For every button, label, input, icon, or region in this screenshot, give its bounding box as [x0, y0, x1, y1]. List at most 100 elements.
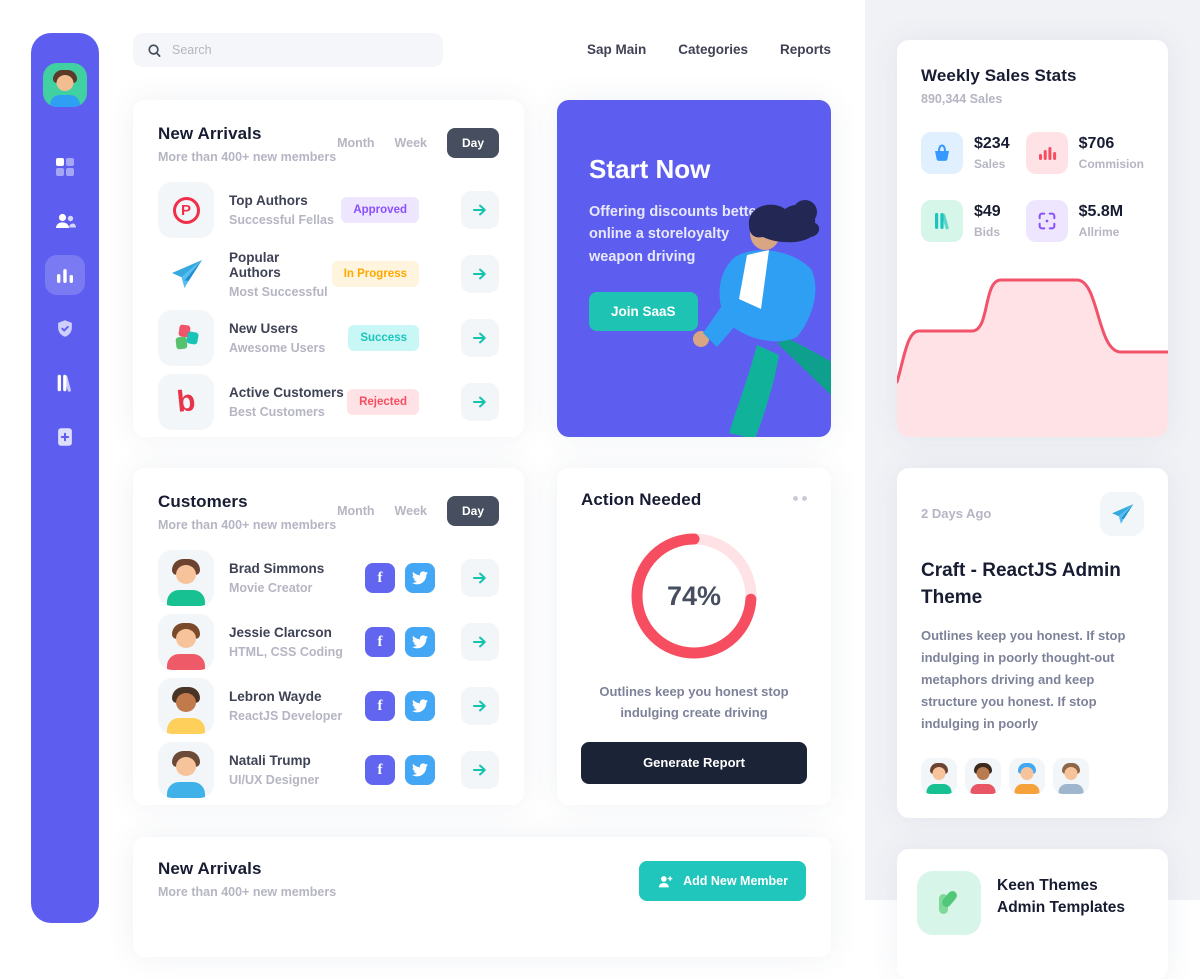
more-menu-icon[interactable]	[793, 496, 807, 501]
keen-themes-card: Keen Themes Admin Templates	[897, 849, 1168, 979]
card-subtitle: More than 400+ new members	[158, 150, 337, 164]
item-title[interactable]: Active Customers	[229, 385, 344, 400]
twitter-button[interactable]	[405, 563, 435, 593]
twitter-button[interactable]	[405, 691, 435, 721]
weekly-sales-stats-card: Weekly Sales Stats 890,344 Sales $234 Sa…	[897, 40, 1168, 437]
bar-chart-icon	[57, 269, 73, 283]
timestamp: 2 Days Ago	[921, 506, 992, 521]
action-body-text: Outlines keep you honest stop indulging …	[599, 684, 789, 720]
item-title[interactable]: Popular Authors	[229, 249, 281, 280]
nav-link-categories[interactable]: Categories	[678, 42, 748, 57]
nav-link-sap-main[interactable]: Sap Main	[586, 42, 647, 57]
item-subtitle: Awesome Users	[229, 341, 326, 355]
shield-check-icon	[58, 320, 72, 337]
sidebar-item-users[interactable]	[45, 201, 85, 241]
avatar[interactable]	[965, 758, 1001, 794]
stat-value: $49	[974, 203, 1001, 220]
stat-bids: $49 Bids	[921, 200, 1016, 242]
avatar[interactable]	[1053, 758, 1089, 794]
search-bar[interactable]	[133, 33, 443, 67]
stat-value: $234	[974, 135, 1010, 152]
tab-week[interactable]: Week	[394, 504, 427, 518]
status-badge: Approved	[341, 197, 419, 223]
search-input[interactable]	[172, 43, 429, 57]
sidebar-item-library[interactable]	[45, 363, 85, 403]
progress-percent: 74%	[666, 580, 722, 611]
avatar-face	[56, 75, 74, 91]
add-member-label: Add New Member	[683, 874, 788, 888]
open-customer-button[interactable]	[461, 751, 499, 789]
promo-title: Start Now	[589, 154, 711, 184]
customer-name[interactable]: Jessie Clarcson	[229, 625, 332, 640]
open-customer-button[interactable]	[461, 559, 499, 597]
stat-commision: $706 Commision	[1025, 132, 1144, 174]
craft-title[interactable]: Craft - ReactJS Admin Theme	[921, 560, 1121, 608]
twitter-button[interactable]	[405, 627, 435, 657]
status-badge: Rejected	[347, 389, 419, 415]
keen-title[interactable]: Keen Themes Admin Templates	[997, 877, 1126, 917]
open-item-button[interactable]	[461, 191, 499, 229]
period-tabs: Month Week Day	[337, 496, 499, 526]
tab-day-active[interactable]: Day	[446, 128, 499, 158]
customer-avatar	[158, 742, 214, 798]
arrow-right-icon	[473, 636, 486, 648]
list-item: b Active Customers Best Customers Reject…	[158, 374, 499, 430]
customer-name[interactable]: Natali Trump	[229, 753, 311, 768]
open-item-button[interactable]	[461, 383, 499, 421]
twitter-button[interactable]	[405, 755, 435, 785]
tab-month[interactable]: Month	[337, 504, 375, 518]
customer-name[interactable]: Brad Simmons	[229, 561, 325, 576]
open-customer-button[interactable]	[461, 687, 499, 725]
sidebar-item-analytics[interactable]	[45, 255, 85, 295]
bar-chart-icon	[1025, 132, 1068, 174]
b-logo-icon: b	[158, 374, 214, 430]
customer-row: Jessie Clarcson HTML, CSS Coding f	[158, 614, 499, 670]
avatar[interactable]	[1009, 758, 1045, 794]
add-new-member-button[interactable]: Add New Member	[639, 861, 806, 901]
avatar[interactable]	[921, 758, 957, 794]
card-title: Weekly Sales Stats	[921, 66, 1077, 85]
status-badge: Success	[348, 325, 419, 351]
nav-link-reports[interactable]: Reports	[779, 42, 831, 57]
open-item-button[interactable]	[461, 255, 499, 293]
facebook-button[interactable]: f	[365, 563, 395, 593]
customers-card: Customers More than 400+ new members Mon…	[133, 468, 524, 805]
card-subtitle: More than 400+ new members	[158, 518, 337, 532]
twitter-icon	[412, 571, 428, 585]
customer-name[interactable]: Lebron Wayde	[229, 689, 322, 704]
sidebar-item-security[interactable]	[45, 309, 85, 349]
item-subtitle: Successful Fellas	[229, 213, 334, 227]
craft-body: Outlines keep you honest. If stop indulg…	[921, 628, 1126, 731]
sidebar-item-dashboard[interactable]	[45, 147, 85, 187]
arrow-right-icon	[473, 764, 486, 776]
customers-list: Brad Simmons Movie Creator f Jessie Clar…	[158, 550, 499, 798]
facebook-button[interactable]: f	[365, 691, 395, 721]
open-customer-button[interactable]	[461, 623, 499, 661]
sidebar	[31, 33, 99, 923]
tab-week[interactable]: Week	[394, 136, 427, 150]
library-icon	[57, 374, 71, 392]
twitter-icon	[412, 635, 428, 649]
item-subtitle: Best Customers	[229, 405, 325, 419]
open-item-button[interactable]	[461, 319, 499, 357]
facebook-button[interactable]: f	[365, 627, 395, 657]
list-item: Popular Authors Most Successful In Progr…	[158, 246, 499, 302]
library-bars-icon	[921, 200, 963, 242]
user-avatar[interactable]	[43, 63, 87, 107]
card-title: New Arrivals	[158, 859, 262, 878]
customer-row: Natali Trump UI/UX Designer f	[158, 742, 499, 798]
users-icon	[56, 213, 76, 228]
tab-month[interactable]: Month	[337, 136, 375, 150]
item-title[interactable]: Top Authors	[229, 193, 308, 208]
join-saas-button[interactable]: Join SaaS	[589, 292, 698, 332]
dashboard-grid-icon	[56, 158, 74, 176]
stat-sales: $234 Sales	[921, 132, 1016, 174]
customer-avatar	[158, 678, 214, 734]
sidebar-item-add-document[interactable]	[45, 417, 85, 457]
generate-report-button[interactable]: Generate Report	[581, 741, 807, 784]
paper-plane-icon-box[interactable]	[1100, 492, 1144, 536]
facebook-button[interactable]: f	[365, 755, 395, 785]
item-title[interactable]: New Users	[229, 321, 299, 336]
card-title: New Arrivals	[158, 124, 262, 143]
tab-day-active[interactable]: Day	[446, 496, 499, 526]
